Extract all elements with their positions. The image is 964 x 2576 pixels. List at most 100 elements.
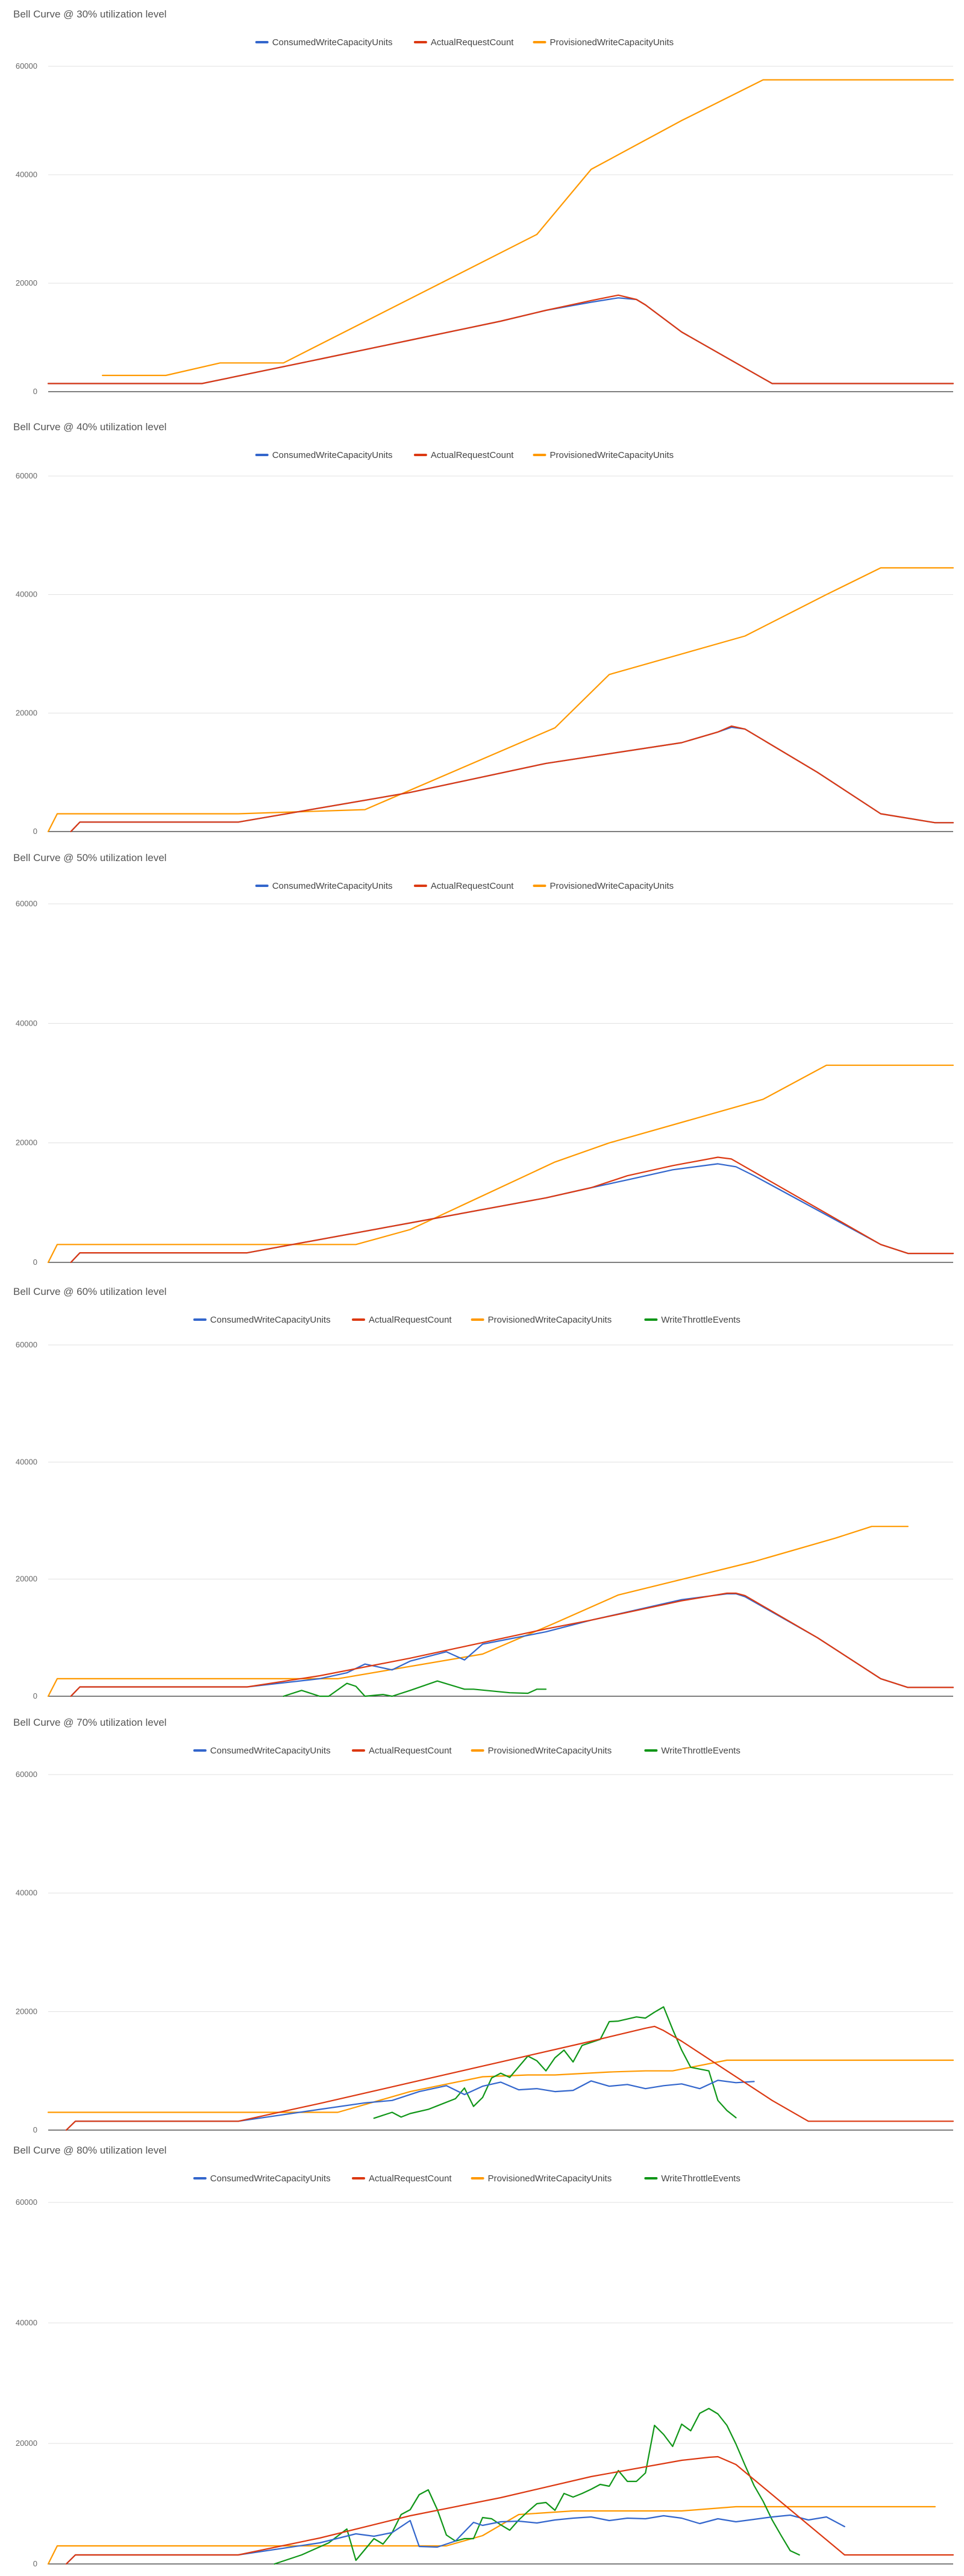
legend-item-provisioned-write-capacity-units[interactable]: ProvisionedWriteCapacityUnits	[471, 1746, 612, 1756]
y-tick-label: 20000	[16, 2007, 37, 2016]
series-line-consumed-write-capacity-units	[65, 2514, 845, 2565]
series-line-actual-request-count	[65, 2025, 954, 2131]
y-tick-label: 40000	[16, 1457, 37, 1466]
y-tick-label: 0	[33, 827, 37, 836]
y-tick-label: 40000	[16, 590, 37, 599]
legend-label: ActualRequestCount	[431, 881, 514, 891]
legend-item-write-throttle-events[interactable]: WriteThrottleEvents	[644, 2173, 740, 2184]
y-tick-label: 60000	[16, 61, 37, 71]
legend-item-write-throttle-events[interactable]: WriteThrottleEvents	[644, 1315, 740, 1325]
legend-item-write-throttle-events[interactable]: WriteThrottleEvents	[644, 1746, 740, 1756]
y-tick-label: 0	[33, 2559, 37, 2568]
series-line-provisioned-write-capacity-units	[47, 2059, 954, 2113]
legend-item-consumed-write-capacity-units[interactable]: ConsumedWriteCapacityUnits	[255, 37, 393, 48]
chart-svg: 0 20000 40000 60000 ConsumedWriteCapacityUni…	[16, 2173, 954, 2568]
chart-svg: 0 20000 40000 60000 ConsumedWriteCapacityUni…	[16, 1315, 954, 1700]
y-tick-label: 20000	[16, 708, 37, 717]
chart-svg: 0 20000 40000 60000 ConsumedWriteCapacityUni…	[16, 1746, 954, 2134]
series-line-actual-request-count	[65, 2455, 954, 2565]
legend-label: ActualRequestCount	[369, 1315, 452, 1325]
chart-title: Bell Curve @ 80% utilization level	[13, 2145, 167, 2156]
series-line-actual-request-count	[70, 1592, 954, 1697]
legend-label: ConsumedWriteCapacityUnits	[272, 881, 393, 891]
y-tick-label: 0	[33, 1691, 37, 1700]
y-tick-label: 40000	[16, 1888, 37, 1898]
legend-label: ProvisionedWriteCapacityUnits	[550, 881, 674, 891]
series-line-consumed-write-capacity-units	[70, 1163, 954, 1264]
y-tick-label: 40000	[16, 170, 37, 179]
chart-5: Bell Curve @ 70% utilization level 0 20000…	[0, 1708, 964, 2139]
series-line-provisioned-write-capacity-units	[47, 2505, 936, 2565]
series-line-write-throttle-events	[283, 1680, 547, 1697]
legend-label: ActualRequestCount	[369, 2173, 452, 2184]
y-tick-label: 0	[33, 1258, 37, 1267]
series-line-write-throttle-events	[274, 2407, 800, 2565]
chart-1: Bell Curve @ 30% utilization level 0 20000…	[0, 0, 964, 431]
chart-title: Bell Curve @ 70% utilization level	[13, 1717, 167, 1728]
y-tick-label: 20000	[16, 1138, 37, 1147]
y-tick-label: 20000	[16, 2439, 37, 2448]
legend-item-provisioned-write-capacity-units[interactable]: ProvisionedWriteCapacityUnits	[533, 881, 674, 891]
legend-label: ProvisionedWriteCapacityUnits	[488, 1746, 612, 1756]
chart-6: Bell Curve @ 80% utilization level 0 20000…	[0, 2136, 964, 2568]
chart-svg: 0 20000 40000 60000 ConsumedWriteCapacityUni…	[16, 450, 954, 836]
y-tick-label: 60000	[16, 1340, 37, 1349]
chart-title: Bell Curve @ 60% utilization level	[13, 1286, 167, 1297]
legend-label: ProvisionedWriteCapacityUnits	[488, 2173, 612, 2184]
legend-label: ConsumedWriteCapacityUnits	[272, 450, 393, 460]
y-tick-label: 0	[33, 2125, 37, 2134]
legend-item-provisioned-write-capacity-units[interactable]: ProvisionedWriteCapacityUnits	[533, 450, 674, 460]
legend-item-actual-request-count[interactable]: ActualRequestCount	[352, 1315, 452, 1325]
legend-label: ConsumedWriteCapacityUnits	[210, 2173, 331, 2184]
y-tick-label: 60000	[16, 2198, 37, 2207]
legend-label: ProvisionedWriteCapacityUnits	[550, 450, 674, 460]
y-tick-label: 0	[33, 387, 37, 396]
series-line-actual-request-count	[70, 725, 954, 833]
series-line-consumed-write-capacity-units	[70, 1593, 954, 1697]
legend-label: ActualRequestCount	[369, 1746, 452, 1756]
legend-label: ActualRequestCount	[431, 450, 514, 460]
series-line-consumed-write-capacity-units	[70, 726, 954, 833]
legend-label: WriteThrottleEvents	[661, 1315, 740, 1325]
legend-item-provisioned-write-capacity-units[interactable]: ProvisionedWriteCapacityUnits	[533, 37, 674, 48]
legend-item-provisioned-write-capacity-units[interactable]: ProvisionedWriteCapacityUnits	[471, 1315, 612, 1325]
legend-label: WriteThrottleEvents	[661, 1746, 740, 1756]
y-tick-label: 40000	[16, 1018, 37, 1027]
chart-title: Bell Curve @ 50% utilization level	[13, 852, 167, 863]
legend-label: ProvisionedWriteCapacityUnits	[550, 37, 674, 48]
series-line-provisioned-write-capacity-units	[47, 1064, 954, 1264]
legend-label: WriteThrottleEvents	[661, 2173, 740, 2184]
y-tick-label: 20000	[16, 278, 37, 287]
legend-item-provisioned-write-capacity-units[interactable]: ProvisionedWriteCapacityUnits	[471, 2173, 612, 2184]
chart-svg: 0 20000 40000 60000 ConsumedWriteCapacityUni…	[16, 37, 954, 396]
legend-item-consumed-write-capacity-units[interactable]: ConsumedWriteCapacityUnits	[193, 2173, 331, 2184]
legend-item-actual-request-count[interactable]: ActualRequestCount	[352, 1746, 452, 1756]
chart-2: Bell Curve @ 40% utilization level 0 20000…	[0, 413, 964, 844]
y-tick-label: 40000	[16, 2318, 37, 2327]
legend-label: ConsumedWriteCapacityUnits	[210, 1315, 331, 1325]
legend-item-actual-request-count[interactable]: ActualRequestCount	[352, 2173, 452, 2184]
chart-title: Bell Curve @ 40% utilization level	[13, 421, 167, 433]
series-line-provisioned-write-capacity-units	[102, 79, 954, 377]
legend-item-consumed-write-capacity-units[interactable]: ConsumedWriteCapacityUnits	[193, 1746, 331, 1756]
legend-item-consumed-write-capacity-units[interactable]: ConsumedWriteCapacityUnits	[193, 1315, 331, 1325]
legend-item-consumed-write-capacity-units[interactable]: ConsumedWriteCapacityUnits	[255, 450, 393, 460]
legend-item-actual-request-count[interactable]: ActualRequestCount	[413, 881, 514, 891]
chart-3: Bell Curve @ 50% utilization level 0 20000…	[0, 844, 964, 1274]
legend-item-consumed-write-capacity-units[interactable]: ConsumedWriteCapacityUnits	[255, 881, 393, 891]
legend-label: ConsumedWriteCapacityUnits	[272, 37, 393, 48]
legend-label: ConsumedWriteCapacityUnits	[210, 1746, 331, 1756]
series-line-provisioned-write-capacity-units	[47, 567, 954, 833]
series-line-provisioned-write-capacity-units	[47, 1526, 909, 1697]
legend-item-actual-request-count[interactable]: ActualRequestCount	[413, 37, 514, 48]
legend-label: ProvisionedWriteCapacityUnits	[488, 1315, 612, 1325]
series-line-actual-request-count	[47, 294, 954, 384]
legend-label: ActualRequestCount	[431, 37, 514, 48]
y-tick-label: 60000	[16, 1770, 37, 1779]
chart-title: Bell Curve @ 30% utilization level	[13, 8, 167, 20]
y-tick-label: 60000	[16, 471, 37, 480]
series-line-actual-request-count	[70, 1156, 954, 1264]
chart-svg: 0 20000 40000 60000 ConsumedWriteCapacityUni…	[16, 881, 954, 1267]
legend-item-actual-request-count[interactable]: ActualRequestCount	[413, 450, 514, 460]
chart-4: Bell Curve @ 60% utilization level 0 20000…	[0, 1277, 964, 1708]
